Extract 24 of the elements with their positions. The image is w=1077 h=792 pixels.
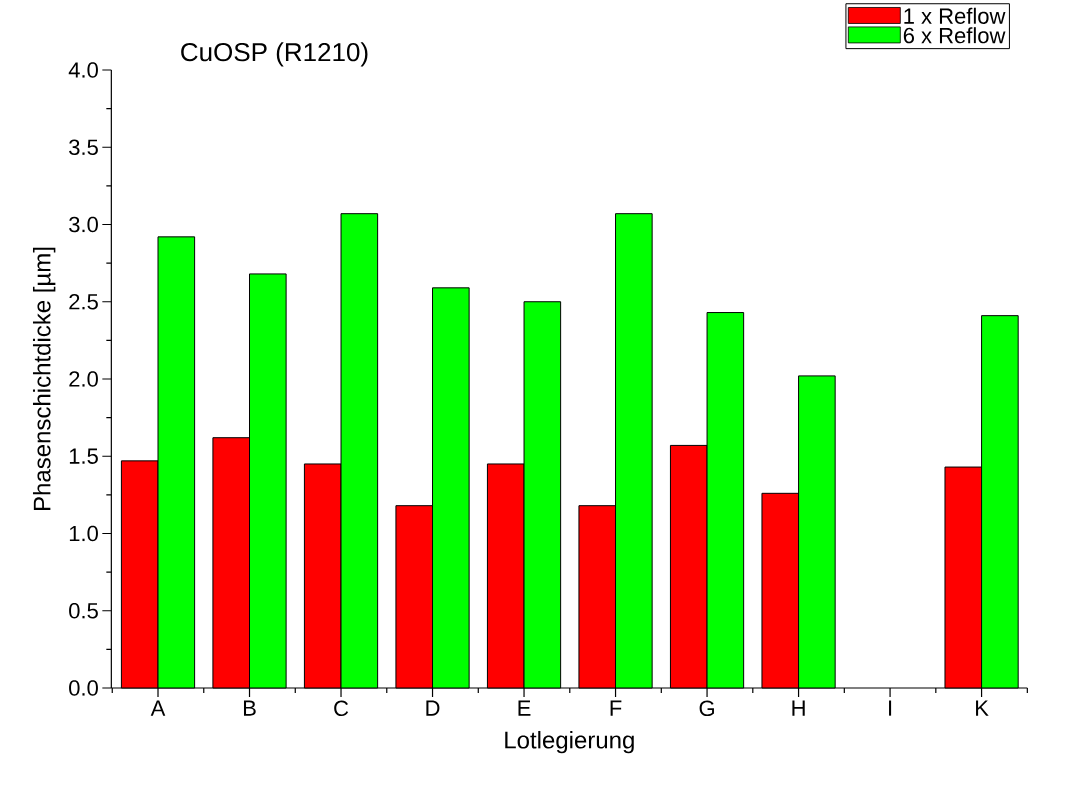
x-tick-label: K	[976, 700, 989, 716]
x-tick-label: H	[792, 700, 805, 716]
x-tick-label: G	[699, 700, 714, 717]
x-tick-label: F	[610, 700, 622, 716]
x-tick-label: A	[150, 700, 166, 716]
x-tick-label: C	[334, 700, 349, 717]
x-tick-label: D	[426, 700, 440, 716]
y-axis-title: Phasenschichtdicke [µm]	[32, 247, 56, 510]
y-tick-label: 2.5	[69, 293, 98, 310]
x-tick-label: B	[243, 700, 256, 716]
x-axis-title: Lotlegierung	[505, 730, 634, 754]
chart-title: CuOSP (R1210)	[181, 42, 368, 67]
x-tick-label: E	[518, 700, 531, 716]
y-tick-label: 1.0	[69, 525, 98, 542]
y-tick-label: 0.5	[69, 602, 98, 619]
y-tick-label: 4.0	[68, 62, 98, 78]
y-tick-label: 1.5	[69, 448, 98, 464]
legend-label: 1 x Reflow	[904, 7, 1006, 24]
y-tick-label: 3.5	[69, 139, 98, 156]
legend-label: 6 x Reflow	[903, 27, 1006, 44]
y-tick-label: 0.0	[69, 680, 98, 696]
y-tick-label: 2.0	[69, 371, 98, 387]
x-tick-label: I	[889, 700, 892, 716]
y-tick-label: 3.0	[69, 216, 98, 233]
